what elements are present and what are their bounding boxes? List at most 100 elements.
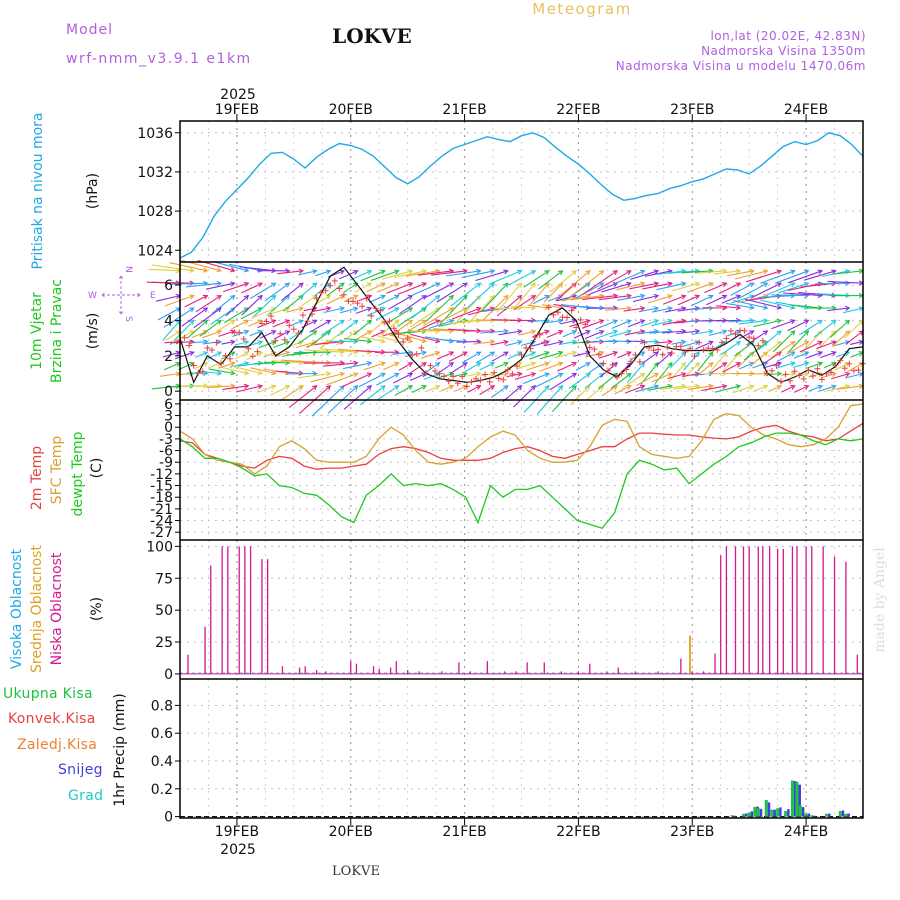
wind-arrow [461, 270, 495, 279]
model-name: wrf-nmm_v3.9.1 e1km [66, 51, 252, 67]
wind-arrow [586, 385, 604, 401]
total-rain-bar [747, 812, 751, 817]
wind-arrow [410, 282, 440, 297]
wind-arrow [770, 341, 796, 359]
wind-arrow-head [312, 319, 318, 325]
y-tick-label: 50 [155, 603, 173, 619]
wind-arrow-head [503, 371, 509, 377]
wind-arrow [465, 282, 495, 310]
wind-arrow [728, 319, 754, 323]
top-date-label: 24FEB [784, 102, 828, 118]
wind-arrow [258, 341, 276, 349]
wind-arrow [775, 270, 809, 284]
total-rain-bar [741, 813, 745, 817]
wind-arrow [231, 319, 249, 330]
lonlat-text: lon,lat (20.02E, 42.83N) [710, 29, 866, 43]
wind-arrow [205, 282, 235, 290]
wind-arrow [315, 270, 331, 277]
gust-marker [381, 319, 388, 326]
wind-arrow-head [339, 371, 346, 377]
wind-arrow [449, 362, 468, 375]
pressure-ylabel: Pritisak na nivou mora [30, 112, 46, 269]
wind-arrow [829, 319, 850, 338]
wind-arrow [438, 372, 454, 379]
snow-bar [813, 815, 816, 817]
wind-arrow [298, 270, 317, 276]
wind-arrow-head [257, 369, 264, 376]
gust-marker [468, 378, 475, 385]
wind-arrow-head [339, 282, 345, 288]
gust-marker [837, 357, 844, 364]
precip-legend-3: Snijeg [58, 762, 103, 778]
gust-marker [263, 318, 270, 325]
wind-arrow [604, 307, 631, 311]
wind-arrow-head [639, 281, 646, 287]
wind-arrow [570, 295, 604, 301]
wind-arrow [157, 307, 181, 321]
wind-arrow [359, 335, 386, 343]
gust-marker [682, 348, 689, 355]
y-tick-label: 0 [164, 384, 173, 400]
wind-arrow-head [803, 351, 810, 357]
wind-arrow-head [612, 270, 619, 276]
wind-arrow-head [380, 361, 386, 367]
wind-arrow [218, 362, 235, 369]
wind-arrow [436, 282, 468, 303]
gust-marker [759, 337, 766, 344]
wind-arrow [193, 307, 222, 329]
wind-arrow [363, 362, 386, 371]
y-tick-label: -9 [159, 455, 173, 471]
wind-arrow-head [626, 305, 632, 311]
temp-unit-group: (C) [89, 458, 105, 479]
wind-arrow [597, 270, 632, 290]
wind-arrow-head [366, 360, 373, 367]
y-tick-label: 6 [164, 397, 173, 413]
wind-arrow [738, 282, 768, 299]
gust-marker [609, 361, 616, 368]
wind-arrow [436, 351, 454, 360]
gust-marker [650, 347, 657, 354]
wind-arrow [820, 351, 836, 359]
wind-arrow [186, 319, 208, 339]
wind-arrow [759, 299, 795, 309]
wind-arrow-head [284, 385, 291, 390]
wind-arrow [539, 351, 563, 360]
year-bottom: 2025 [220, 842, 256, 858]
wind-arrow [668, 362, 686, 383]
gust-marker [340, 291, 347, 298]
wind-arrow [273, 360, 303, 364]
wind-arrow-head [749, 268, 755, 275]
wind-arrow-head [653, 269, 660, 275]
temp-sfc-line [179, 403, 864, 475]
wind-arrow [411, 295, 440, 319]
wind-arrow [651, 307, 672, 313]
wind-arrow [830, 372, 850, 380]
gust-marker [204, 345, 211, 352]
gust-marker [618, 370, 625, 377]
wind-arrow [546, 330, 563, 338]
wind-arrow-head [189, 350, 195, 356]
wind-arrow-head [694, 268, 701, 274]
wind-arrow-head [284, 350, 291, 356]
wind-arrow [762, 362, 782, 369]
wind-arrow [738, 330, 754, 340]
wind-arrow-head [380, 372, 386, 378]
snow-bar [841, 810, 845, 817]
wind-arrow [189, 341, 208, 344]
gust-marker [208, 347, 215, 354]
gust-marker [181, 334, 188, 341]
wind-arrow-head [735, 384, 742, 390]
wind-arrow [426, 385, 440, 392]
wind-arrow [295, 341, 317, 349]
y-tick-label: 1024 [137, 243, 173, 259]
wind-arrow [236, 385, 263, 393]
wind-arrow [420, 351, 440, 359]
gust-marker [855, 367, 862, 374]
wind-arrow-head [571, 330, 578, 335]
bottom-date-label: 20FEB [329, 824, 373, 840]
wind-arrow-head [735, 305, 742, 311]
wind-arrow-head [803, 384, 810, 390]
wind-arrow [507, 351, 522, 360]
wind-arrow-head [844, 319, 851, 325]
gust-marker [828, 369, 835, 376]
